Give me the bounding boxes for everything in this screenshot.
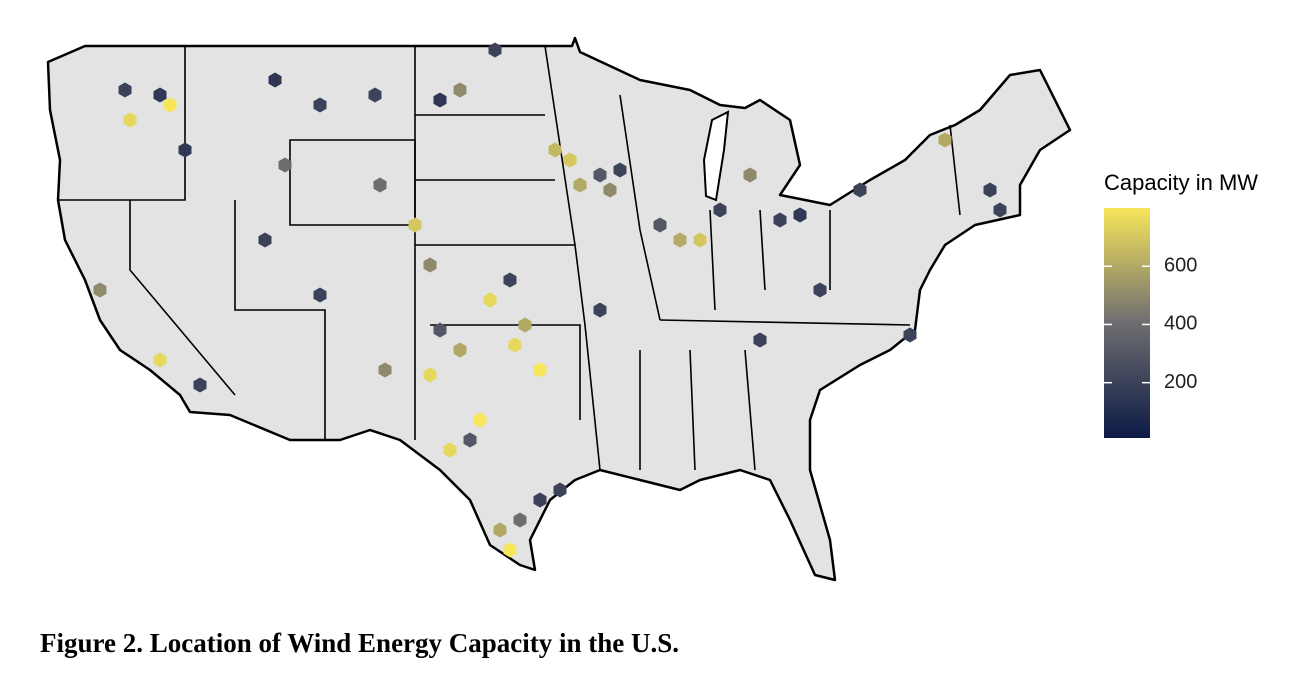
hexbin: [533, 362, 547, 378]
hexbin: [118, 82, 132, 98]
hexbin: [378, 362, 392, 378]
hexbin: [773, 212, 787, 228]
hexbin: [713, 202, 727, 218]
hexbin: [753, 332, 767, 348]
hexbin: [813, 282, 827, 298]
legend-ticks: 200 400 600: [1104, 255, 1197, 393]
legend-tick-label: 600: [1164, 255, 1197, 277]
hexbin: [553, 482, 567, 498]
hexbin: [193, 377, 207, 393]
state-borders: [58, 45, 961, 471]
hexbin: [673, 232, 687, 248]
lake-michigan: [702, 110, 730, 202]
hexbin: [488, 42, 502, 58]
hexbin: [603, 182, 617, 198]
hexbin: [278, 157, 292, 173]
hexbin: [153, 352, 167, 368]
hexbin: [853, 182, 867, 198]
hexbin: [993, 202, 1007, 218]
hexbin: [493, 522, 507, 538]
hexbin: [573, 177, 587, 193]
hexbin: [313, 97, 327, 113]
legend-tick-label: 200: [1164, 371, 1197, 393]
hexbin: [453, 342, 467, 358]
us-outline: [46, 36, 1072, 582]
hexbin: [518, 317, 532, 333]
hexbin: [793, 207, 807, 223]
hexbin: [983, 182, 997, 198]
hexbin: [593, 302, 607, 318]
legend-tick-label: 400: [1164, 313, 1197, 335]
hexbin: [423, 367, 437, 383]
hexbin: [743, 167, 757, 183]
caption: Figure 2. Location of Wind Energy Capaci…: [40, 628, 679, 658]
hexbin: [368, 87, 382, 103]
hexbin: [373, 177, 387, 193]
hexbin: [313, 287, 327, 303]
hexbin: [473, 412, 487, 428]
hexbin: [463, 432, 477, 448]
hexbin: [258, 232, 272, 248]
hexbin: [548, 142, 562, 158]
hexbin: [693, 232, 707, 248]
hexbin: [268, 72, 282, 88]
hexbin: [503, 542, 517, 558]
hexbin: [508, 337, 522, 353]
hexbin: [563, 152, 577, 168]
hexbin: [653, 217, 667, 233]
hexbin: [153, 87, 167, 103]
hexbin: [433, 92, 447, 108]
hexbin: [443, 442, 457, 458]
legend-title: Capacity in MW: [1104, 170, 1258, 195]
hexbin: [423, 257, 437, 273]
colorbar: [1104, 208, 1150, 438]
hexbin: [903, 327, 917, 343]
hexbin: [163, 97, 177, 113]
hexbin: [433, 322, 447, 338]
hexbin: [938, 132, 952, 148]
hexbin: [483, 292, 497, 308]
hexbin: [533, 492, 547, 508]
hexbin: [503, 272, 517, 288]
hexbin-layer: [93, 42, 1007, 558]
hexbin: [123, 112, 137, 128]
hexbin: [93, 282, 107, 298]
hexbin: [593, 167, 607, 183]
hexbin: [613, 162, 627, 178]
hexbin: [453, 82, 467, 98]
hexbin: [178, 142, 192, 158]
hexbin: [408, 217, 422, 233]
hexbin: [513, 512, 527, 528]
